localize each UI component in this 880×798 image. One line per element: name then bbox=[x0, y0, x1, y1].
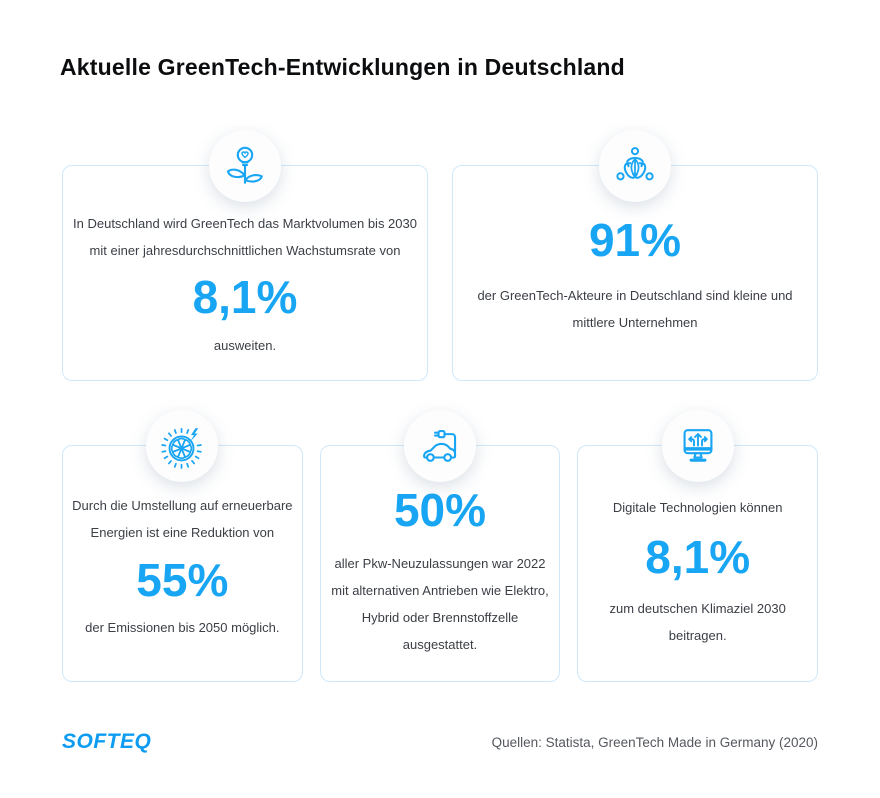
card-text-after: der GreenTech-Akteure in Deutschland sin… bbox=[477, 288, 793, 330]
top-row: In Deutschland wird GreenTech das Marktv… bbox=[62, 130, 818, 381]
icon-badge bbox=[661, 410, 734, 482]
card-content: In Deutschland wird GreenTech das Marktv… bbox=[63, 166, 427, 380]
card-text-after: ausweiten. bbox=[213, 338, 277, 353]
icon-badge bbox=[146, 410, 219, 482]
card-text-before: Digitale Technologien können bbox=[612, 500, 783, 515]
electric-car-icon bbox=[423, 429, 457, 462]
card-text-before: In Deutschland wird GreenTech das Marktv… bbox=[73, 216, 417, 258]
stat-value: 8,1% bbox=[645, 531, 751, 583]
card-text-after: zum deutschen Klimaziel 2030 beitragen. bbox=[609, 601, 786, 643]
card-market-growth: In Deutschland wird GreenTech das Marktv… bbox=[62, 130, 428, 381]
page-title: Aktuelle GreenTech-Entwicklungen in Deut… bbox=[60, 54, 625, 80]
card-sme-share: 91% der GreenTech-Akteure in Deutschland… bbox=[452, 130, 818, 381]
card-digital-tech: Digitale Technologien können 8,1% zum de… bbox=[577, 410, 819, 682]
stat-value: 50% bbox=[393, 484, 487, 536]
icon-badge bbox=[599, 130, 671, 202]
card-text-after: aller Pkw-Neuzulassungen war 2022 mit al… bbox=[331, 556, 549, 652]
turbine-sun-icon bbox=[161, 427, 203, 469]
icon-badge bbox=[209, 130, 281, 202]
card-text-before: Durch die Umstellung auf erneuerbare Ene… bbox=[72, 498, 293, 540]
card-alt-drive-cars: 50% aller Pkw-Neuzulassungen war 2022 mi… bbox=[319, 410, 561, 682]
stat-value: 8,1% bbox=[192, 271, 298, 323]
card-content: 50% aller Pkw-Neuzulassungen war 2022 mi… bbox=[321, 446, 560, 681]
people-leaf-icon bbox=[612, 147, 658, 186]
card-emission-reduction: Durch die Umstellung auf erneuerbare Ene… bbox=[62, 410, 303, 682]
sources-text: Quellen: Statista, GreenTech Made in Ger… bbox=[491, 734, 818, 750]
footer: SOFTEQ Quellen: Statista, GreenTech Made… bbox=[62, 720, 818, 764]
bottom-row: Durch die Umstellung auf erneuerbare Ene… bbox=[62, 410, 819, 682]
softeq-logo: SOFTEQ bbox=[62, 730, 152, 753]
bulb-plant-icon bbox=[226, 146, 263, 184]
card-content: Durch die Umstellung auf erneuerbare Ene… bbox=[63, 446, 302, 681]
card-text-after: der Emissionen bis 2050 möglich. bbox=[85, 620, 280, 635]
card-content: Digitale Technologien können 8,1% zum de… bbox=[578, 446, 817, 681]
icon-badge bbox=[404, 410, 476, 482]
stat-value: 55% bbox=[136, 554, 229, 606]
stat-value: 91% bbox=[588, 214, 682, 266]
monitor-arrows-icon bbox=[683, 429, 713, 462]
card-content: 91% der GreenTech-Akteure in Deutschland… bbox=[453, 166, 817, 380]
